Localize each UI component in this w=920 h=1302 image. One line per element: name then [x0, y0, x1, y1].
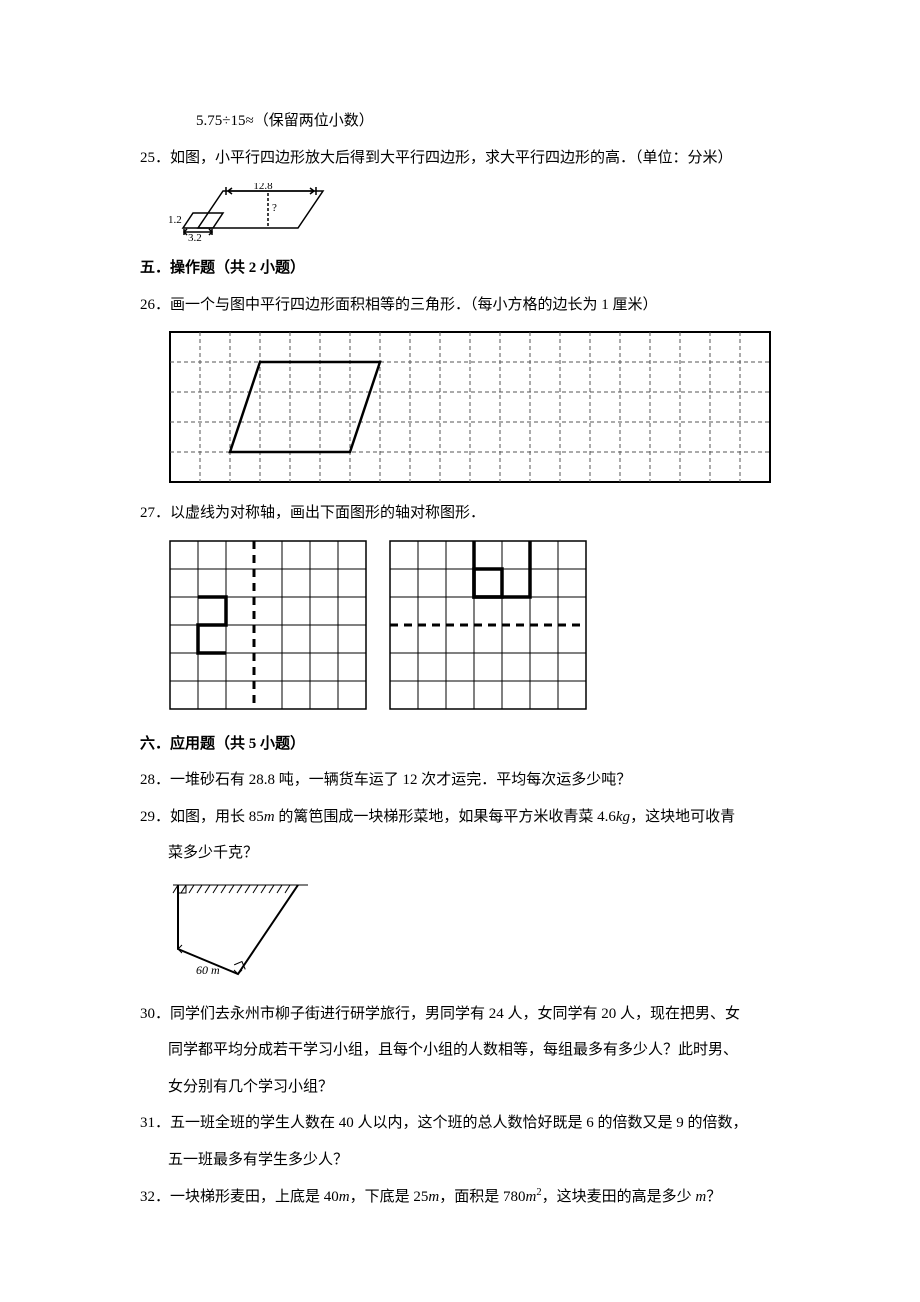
q28: 28．一堆砂石有 28.8 吨，一辆货车运了 12 次才运完．平均每次运多少吨？	[140, 769, 780, 792]
q25-small-base: 3.2	[188, 232, 202, 243]
q30-line1: 30．同学们去永州市柳子街进行研学旅行，男同学有 24 人，女同学有 20 人，…	[140, 1003, 780, 1026]
q26-text: 画一个与图中平行四边形面积相等的三角形．（每小方格的边长为 1 厘米）	[170, 297, 658, 313]
q25-figure: 12.8 ? 1.2 3.2	[168, 183, 348, 243]
page-content: 5.75÷15≈（保留两位小数） 25．如图，小平行四边形放大后得到大平行四边形…	[0, 0, 920, 1283]
q27-right-grid	[390, 541, 586, 709]
q26-num: 26．	[140, 297, 170, 313]
section5-title: 五．操作题（共 2 小题）	[140, 257, 780, 280]
q25-qmark: ?	[272, 202, 277, 214]
q25-num: 25．	[140, 150, 170, 166]
q31-line2: 五一班最多有学生多少人？	[140, 1149, 780, 1172]
q25-text: 如图，小平行四边形放大后得到大平行四边形，求大平行四边形的高．（单位：分米）	[170, 150, 733, 166]
q30-line3: 女分别有几个学习小组？	[140, 1076, 780, 1099]
q26-grid	[168, 330, 776, 488]
q27-text: 以虚线为对称轴，画出下面图形的轴对称图形．	[170, 505, 485, 521]
q29-kg: kg	[616, 809, 630, 825]
q28-num: 28．	[140, 772, 170, 788]
q27-left-grid	[170, 541, 366, 709]
q32-t2: ，下底是 25	[350, 1189, 429, 1205]
q30-num: 30．	[140, 1006, 170, 1022]
q32-t1: 一块梯形麦田，上底是 40	[170, 1189, 339, 1205]
q30-line2: 同学都平均分成若干学习小组，且每个小组的人数相等，每组最多有多少人？此时男、	[140, 1039, 780, 1062]
q32-m3: m	[526, 1189, 537, 1205]
q32-m2: m	[428, 1189, 439, 1205]
q29-num: 29．	[140, 809, 170, 825]
q25: 25．如图，小平行四边形放大后得到大平行四边形，求大平行四边形的高．（单位：分米…	[140, 147, 780, 170]
q32-m1: m	[339, 1189, 350, 1205]
q32: 32．一块梯形麦田，上底是 40m，下底是 25m，面积是 780m2，这块麦田…	[140, 1185, 780, 1209]
q29-t1b: 的篱笆围成一块梯形菜地，如果每平方米收青菜 4.6	[275, 809, 616, 825]
q29-figure: 60 m	[168, 879, 318, 989]
q31-num: 31．	[140, 1115, 170, 1131]
q29-t1c: ，这块地可收青	[630, 809, 735, 825]
q27-num: 27．	[140, 505, 170, 521]
q32-m4: m	[695, 1189, 706, 1205]
q32-num: 32．	[140, 1189, 170, 1205]
q25-big-top: 12.8	[253, 183, 273, 192]
q26: 26．画一个与图中平行四边形面积相等的三角形．（每小方格的边长为 1 厘米）	[140, 294, 780, 317]
q29-line2: 菜多少千克？	[140, 842, 780, 865]
q30-t1: 同学们去永州市柳子街进行研学旅行，男同学有 24 人，女同学有 20 人，现在把…	[170, 1006, 740, 1022]
q29-m1: m	[264, 809, 275, 825]
q25-left-h: 1.2	[168, 214, 182, 226]
q27-grids	[168, 539, 608, 719]
q32-t4: ，这块麦田的高是多少	[542, 1189, 696, 1205]
q32-t5: ？	[706, 1189, 721, 1205]
q29-t1: 如图，用长 85	[170, 809, 264, 825]
q29-fig-label: 60 m	[196, 963, 220, 977]
q31-line1: 31．五一班全班的学生人数在 40 人以内，这个班的总人数恰好既是 6 的倍数又…	[140, 1112, 780, 1135]
preline: 5.75÷15≈（保留两位小数）	[140, 110, 780, 133]
q31-t1: 五一班全班的学生人数在 40 人以内，这个班的总人数恰好既是 6 的倍数又是 9…	[170, 1115, 748, 1131]
section6-title: 六．应用题（共 5 小题）	[140, 733, 780, 756]
q32-t3: ，面积是 780	[439, 1189, 525, 1205]
q29-line1: 29．如图，用长 85m 的篱笆围成一块梯形菜地，如果每平方米收青菜 4.6kg…	[140, 806, 780, 829]
q27: 27．以虚线为对称轴，画出下面图形的轴对称图形．	[140, 502, 780, 525]
q28-text: 一堆砂石有 28.8 吨，一辆货车运了 12 次才运完．平均每次运多少吨？	[170, 772, 631, 788]
